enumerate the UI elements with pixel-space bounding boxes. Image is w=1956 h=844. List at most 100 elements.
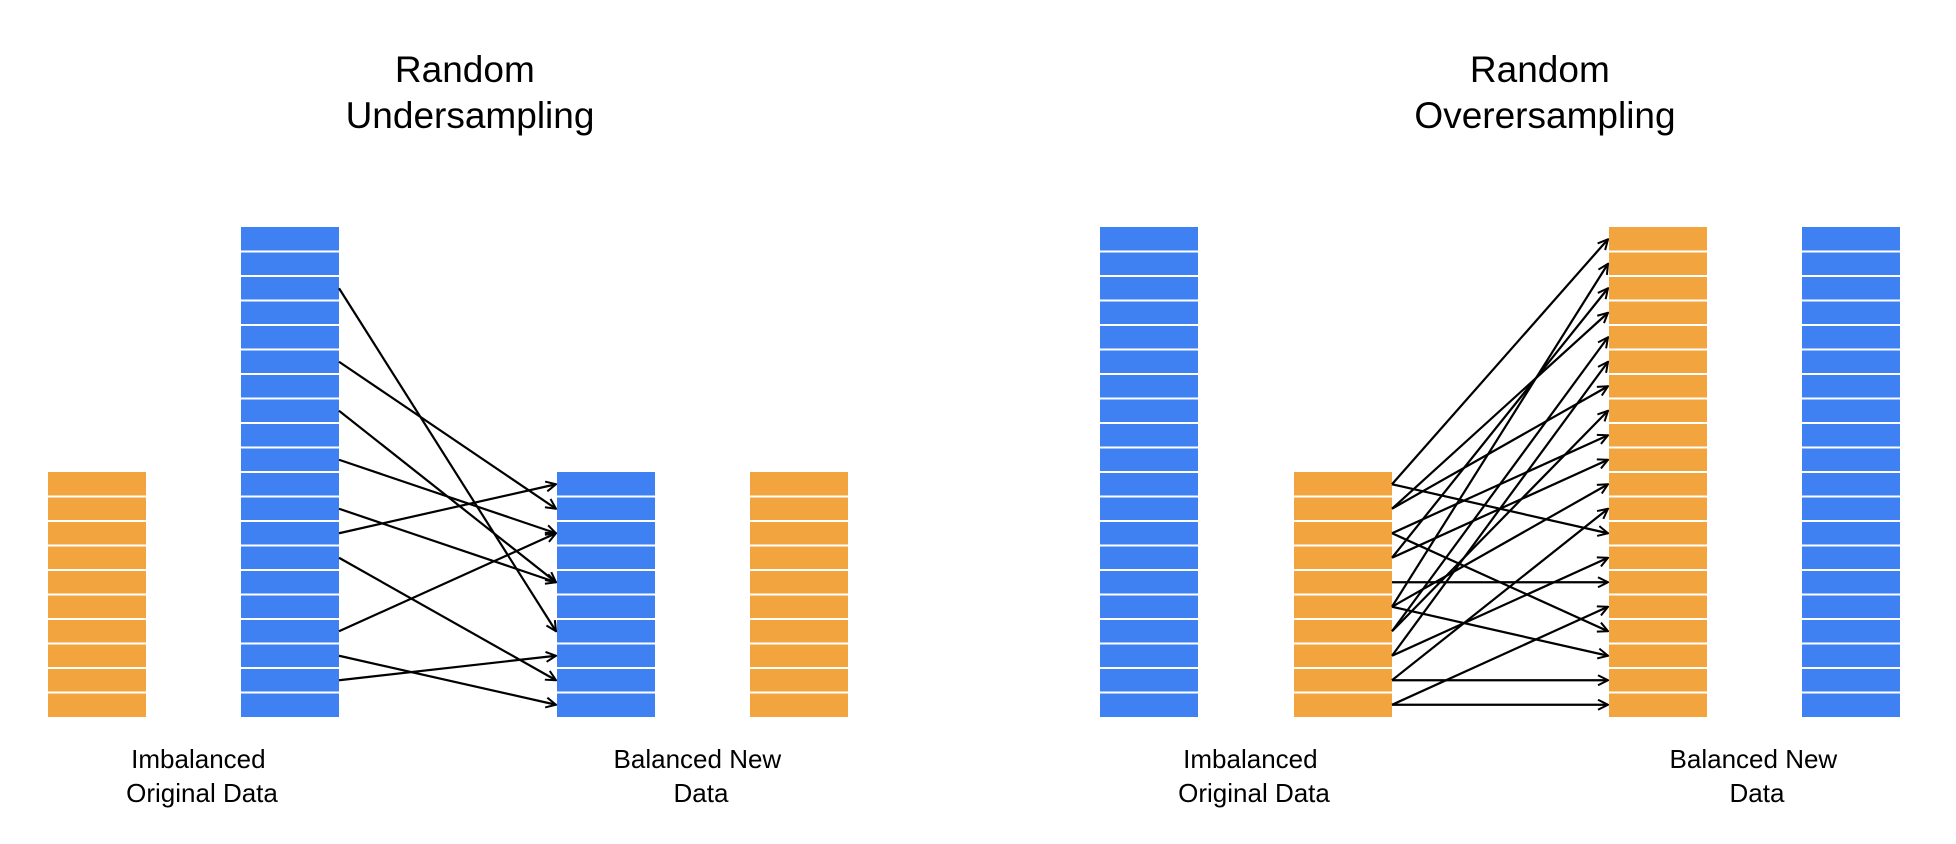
- oversampling-new-caption-line1: Balanced New: [1670, 744, 1838, 774]
- us-original-majority-bar-cell: [241, 325, 339, 350]
- us-original-majority-bar-cell: [241, 276, 339, 301]
- os-original-minority-bar-cell: [1294, 496, 1392, 521]
- os-new-majority-bar-cell: [1802, 619, 1900, 644]
- os-arrow: [1391, 313, 1608, 510]
- os-new-minority-bar-cell: [1609, 619, 1707, 644]
- os-new-minority-bar-cell: [1609, 570, 1707, 595]
- os-original-majority-bar-cell: [1100, 692, 1198, 717]
- us-new-majority-bar-cell: [557, 521, 655, 546]
- us-new-minority-bar-cell: [750, 496, 848, 521]
- os-original-majority-bar-cell: [1100, 374, 1198, 399]
- os-new-minority-bar-cell: [1609, 594, 1707, 619]
- us-new-majority-bar-cell: [557, 496, 655, 521]
- us-original-majority-bar-cell: [241, 374, 339, 399]
- os-new-majority-bar-cell: [1802, 227, 1900, 252]
- os-arrow: [1391, 484, 1608, 608]
- us-new-majority-bar-cell: [557, 692, 655, 717]
- os-new-minority-bar-cell: [1609, 300, 1707, 325]
- us-original-majority-bar-cell: [241, 668, 339, 693]
- us-original-majority-bar-cell: [241, 619, 339, 644]
- undersampling-title-line1: Random: [395, 49, 535, 90]
- os-arrow: [1391, 605, 1608, 656]
- oversampling-title: Random Overersampling: [1414, 49, 1675, 136]
- undersampling-title: Random Undersampling: [346, 49, 595, 136]
- os-new-majority-bar-cell: [1802, 374, 1900, 399]
- oversampling-title-line1: Random: [1470, 49, 1610, 90]
- os-new-majority-bar-cell: [1802, 325, 1900, 350]
- os-new-majority-bar-cell: [1802, 349, 1900, 374]
- us-original-majority-bar-cell: [241, 692, 339, 717]
- os-original-majority-bar-cell: [1100, 251, 1198, 276]
- os-new-majority-bar-cell: [1802, 643, 1900, 668]
- us-arrow: [338, 533, 556, 633]
- us-original-majority-bar-cell: [241, 423, 339, 448]
- os-arrow: [1391, 558, 1608, 657]
- os-new-minority-bar-cell: [1609, 423, 1707, 448]
- undersampling-original-caption-line2: Original Data: [126, 778, 278, 808]
- os-new-majority-bar-cell: [1802, 545, 1900, 570]
- us-new-minority-bar-cell: [750, 668, 848, 693]
- us-original-minority-bar-cell: [48, 594, 146, 619]
- os-new-minority-bar-cell: [1609, 668, 1707, 693]
- us-original-majority-bar-cell: [241, 643, 339, 668]
- os-original-minority-bar: [1294, 472, 1392, 717]
- os-original-minority-bar-cell: [1294, 570, 1392, 595]
- us-original-minority-bar-cell: [48, 570, 146, 595]
- os-new-majority-bar-cell: [1802, 521, 1900, 546]
- us-original-majority-bar-cell: [241, 251, 339, 276]
- us-new-majority-bar-cell: [557, 643, 655, 668]
- oversampling-panel: Random Overersampling Imbalanced Origina…: [1100, 49, 1900, 808]
- os-new-minority-bar-cell: [1609, 227, 1707, 252]
- os-original-majority-bar-cell: [1100, 643, 1198, 668]
- os-original-majority-bar-cell: [1100, 472, 1198, 497]
- oversampling-new-caption: Balanced New Data: [1670, 744, 1845, 808]
- us-original-minority-bar-cell: [48, 521, 146, 546]
- us-new-minority-bar-cell: [750, 643, 848, 668]
- os-new-majority-bar-cell: [1802, 472, 1900, 497]
- us-arrow: [338, 458, 556, 534]
- os-new-majority-bar-cell: [1802, 398, 1900, 423]
- us-original-majority-bar-cell: [241, 545, 339, 570]
- oversampling-original-caption-line2: Original Data: [1178, 778, 1330, 808]
- us-original-majority-bar-cell: [241, 227, 339, 252]
- us-original-minority-bar-cell: [48, 619, 146, 644]
- us-original-minority-bar-cell: [48, 643, 146, 668]
- us-new-minority-bar: [750, 472, 848, 717]
- undersampling-bars: [48, 227, 848, 717]
- os-original-minority-bar-cell: [1294, 594, 1392, 619]
- us-new-minority-bar-cell: [750, 521, 848, 546]
- os-new-majority-bar-cell: [1802, 423, 1900, 448]
- os-original-majority-bar-cell: [1100, 447, 1198, 472]
- os-original-majority-bar-cell: [1100, 423, 1198, 448]
- os-arrow: [1391, 264, 1608, 608]
- os-original-majority-bar: [1100, 227, 1198, 717]
- os-new-minority-bar-cell: [1609, 325, 1707, 350]
- os-arrow: [1391, 386, 1608, 510]
- us-original-majority-bar-cell: [241, 496, 339, 521]
- us-new-minority-bar-cell: [750, 545, 848, 570]
- os-original-majority-bar-cell: [1100, 325, 1198, 350]
- os-original-majority-bar-cell: [1100, 398, 1198, 423]
- os-arrow: [1391, 337, 1608, 632]
- os-new-majority-bar-cell: [1802, 276, 1900, 301]
- os-new-minority-bar-cell: [1609, 545, 1707, 570]
- os-new-majority-bar-cell: [1802, 594, 1900, 619]
- os-new-majority-bar-cell: [1802, 668, 1900, 693]
- os-original-majority-bar-cell: [1100, 349, 1198, 374]
- os-new-minority-bar-cell: [1609, 521, 1707, 546]
- os-original-majority-bar-cell: [1100, 276, 1198, 301]
- oversampling-bars: [1100, 227, 1900, 717]
- os-original-minority-bar-cell: [1294, 619, 1392, 644]
- os-arrow: [1391, 411, 1608, 633]
- os-new-minority-bar-cell: [1609, 276, 1707, 301]
- os-new-minority-bar-cell: [1609, 398, 1707, 423]
- os-arrow: [1391, 362, 1608, 657]
- undersampling-original-caption-line1: Imbalanced: [131, 744, 265, 774]
- os-original-majority-bar-cell: [1100, 300, 1198, 325]
- os-arrow: [1391, 509, 1608, 682]
- us-original-majority-bar-cell: [241, 398, 339, 423]
- us-arrow: [338, 654, 556, 705]
- os-new-minority-bar-cell: [1609, 251, 1707, 276]
- us-original-minority-bar-cell: [48, 472, 146, 497]
- os-new-minority-bar-cell: [1609, 447, 1707, 472]
